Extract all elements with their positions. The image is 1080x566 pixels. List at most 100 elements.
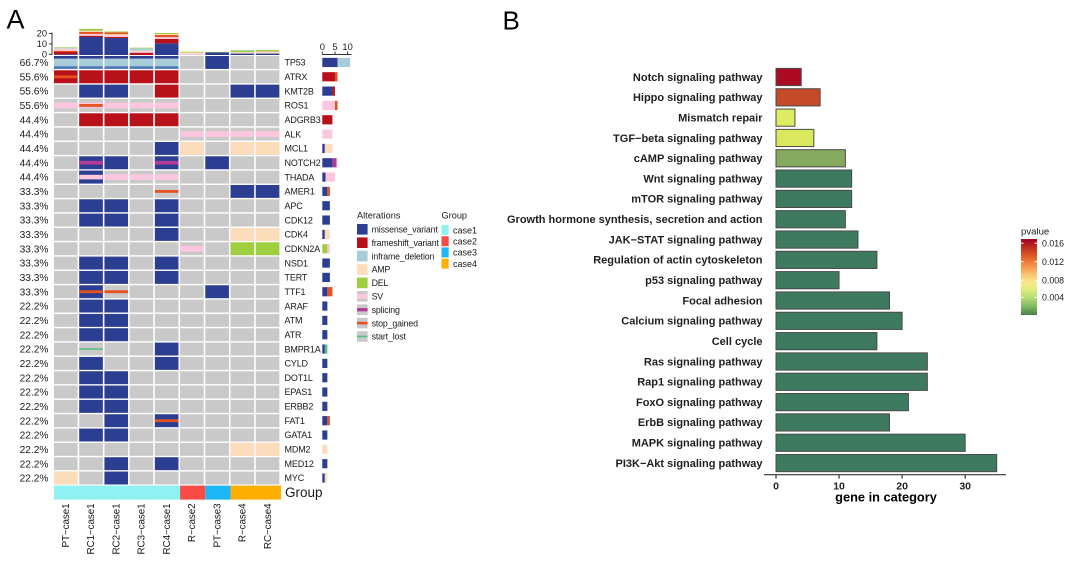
svg-text:BMPR1A: BMPR1A <box>285 344 321 354</box>
svg-text:22.2%: 22.2% <box>20 373 49 384</box>
svg-text:22.2%: 22.2% <box>20 402 49 413</box>
svg-text:ADGRB3: ADGRB3 <box>285 115 321 125</box>
svg-text:33.3%: 33.3% <box>20 287 49 298</box>
svg-text:case1: case1 <box>453 225 477 235</box>
svg-text:22.2%: 22.2% <box>20 316 49 327</box>
svg-text:p53 signaling pathway: p53 signaling pathway <box>645 275 763 287</box>
svg-text:55.6%: 55.6% <box>20 72 49 83</box>
svg-text:22.2%: 22.2% <box>20 416 49 427</box>
svg-text:mTOR signaling pathway: mTOR signaling pathway <box>631 194 763 206</box>
svg-text:JAK−STAT signaling pathway: JAK−STAT signaling pathway <box>609 234 764 246</box>
svg-text:pvalue: pvalue <box>1021 227 1049 238</box>
svg-text:EPAS1: EPAS1 <box>285 387 313 397</box>
svg-text:CDKN2A: CDKN2A <box>285 244 321 254</box>
svg-text:Growth hormone synthesis, secr: Growth hormone synthesis, secretion and … <box>507 214 763 226</box>
svg-text:22.2%: 22.2% <box>20 431 49 442</box>
svg-text:10: 10 <box>833 481 845 493</box>
svg-text:33.3%: 33.3% <box>20 187 49 198</box>
svg-text:0.012: 0.012 <box>1042 257 1064 267</box>
svg-text:case3: case3 <box>453 248 477 258</box>
svg-text:R−case4: R−case4 <box>238 503 249 542</box>
svg-text:44.4%: 44.4% <box>20 173 49 184</box>
svg-text:Group: Group <box>285 485 323 500</box>
svg-text:AMER1: AMER1 <box>285 187 315 197</box>
svg-text:Focal adhesion: Focal adhesion <box>682 295 762 307</box>
svg-text:44.4%: 44.4% <box>20 115 49 126</box>
svg-text:stop_gained: stop_gained <box>372 318 419 328</box>
svg-text:CDK4: CDK4 <box>285 230 309 240</box>
svg-text:20: 20 <box>896 481 908 493</box>
svg-text:Ras signaling pathway: Ras signaling pathway <box>644 356 763 368</box>
svg-text:inframe_deletion: inframe_deletion <box>372 251 435 261</box>
svg-text:0.008: 0.008 <box>1042 275 1064 285</box>
svg-text:Regulation of actin cytoskelet: Regulation of actin cytoskeleton <box>593 255 763 267</box>
svg-text:Group: Group <box>442 211 468 221</box>
svg-text:RC2−case1: RC2−case1 <box>111 503 122 555</box>
svg-text:0.016: 0.016 <box>1042 238 1064 248</box>
svg-text:Rap1 signaling pathway: Rap1 signaling pathway <box>637 377 763 389</box>
svg-text:FAT1: FAT1 <box>285 416 305 426</box>
svg-text:33.3%: 33.3% <box>20 201 49 212</box>
svg-text:5: 5 <box>332 42 337 52</box>
svg-text:PT−case3: PT−case3 <box>212 503 223 548</box>
svg-text:MAPK signaling pathway: MAPK signaling pathway <box>632 438 764 450</box>
svg-text:DEL: DEL <box>372 278 389 288</box>
svg-text:B: B <box>503 6 520 36</box>
svg-text:TP53: TP53 <box>285 58 306 68</box>
svg-text:20: 20 <box>37 29 47 39</box>
svg-text:TERT: TERT <box>285 273 308 283</box>
svg-text:ALK: ALK <box>285 129 302 139</box>
svg-text:ATM: ATM <box>285 316 303 326</box>
svg-text:10: 10 <box>342 42 352 52</box>
svg-text:CDK12: CDK12 <box>285 215 313 225</box>
svg-text:22.2%: 22.2% <box>20 359 49 370</box>
svg-text:22.2%: 22.2% <box>20 388 49 399</box>
svg-text:AMP: AMP <box>372 265 391 275</box>
svg-text:start_lost: start_lost <box>372 332 407 342</box>
svg-text:ATR: ATR <box>285 330 303 340</box>
svg-text:33.3%: 33.3% <box>20 244 49 255</box>
svg-text:22.2%: 22.2% <box>20 445 49 456</box>
svg-text:55.6%: 55.6% <box>20 101 49 112</box>
svg-text:Alterations: Alterations <box>357 211 401 221</box>
svg-text:TGF−beta signaling pathway: TGF−beta signaling pathway <box>613 133 763 145</box>
svg-text:gene in category: gene in category <box>835 490 938 505</box>
svg-text:0.004: 0.004 <box>1042 293 1064 303</box>
svg-text:A: A <box>7 5 25 35</box>
svg-text:case4: case4 <box>453 259 477 269</box>
svg-text:PT−case1: PT−case1 <box>61 503 72 548</box>
svg-text:Hippo signaling pathway: Hippo signaling pathway <box>633 92 763 104</box>
svg-text:22.2%: 22.2% <box>20 330 49 341</box>
svg-text:MDM2: MDM2 <box>285 445 311 455</box>
svg-text:THADA: THADA <box>285 172 315 182</box>
svg-text:33.3%: 33.3% <box>20 259 49 270</box>
svg-text:30: 30 <box>959 481 971 493</box>
svg-text:PI3K−Akt signaling pathway: PI3K−Akt signaling pathway <box>615 458 763 470</box>
svg-text:case2: case2 <box>453 237 477 247</box>
svg-text:33.3%: 33.3% <box>20 216 49 227</box>
svg-text:TTF1: TTF1 <box>285 287 306 297</box>
svg-text:ERBB2: ERBB2 <box>285 402 314 412</box>
svg-text:MCL1: MCL1 <box>285 144 309 154</box>
svg-text:66.7%: 66.7% <box>20 58 49 69</box>
svg-text:Wnt signaling pathway: Wnt signaling pathway <box>643 173 763 185</box>
svg-text:KMT2B: KMT2B <box>285 86 314 96</box>
svg-text:FoxO signaling pathway: FoxO signaling pathway <box>636 397 763 409</box>
svg-text:RC−case4: RC−case4 <box>263 503 274 549</box>
svg-text:GATA1: GATA1 <box>285 430 313 440</box>
svg-text:22.2%: 22.2% <box>20 474 49 485</box>
svg-text:Cell cycle: Cell cycle <box>712 336 763 348</box>
svg-text:DOT1L: DOT1L <box>285 373 313 383</box>
svg-text:MYC: MYC <box>285 473 305 483</box>
svg-text:55.6%: 55.6% <box>20 87 49 98</box>
svg-text:ROS1: ROS1 <box>285 101 309 111</box>
svg-text:splicing: splicing <box>372 305 400 315</box>
svg-text:22.2%: 22.2% <box>20 345 49 356</box>
svg-text:missense_variant: missense_variant <box>372 225 439 235</box>
svg-text:Calcium signaling pathway: Calcium signaling pathway <box>621 316 763 328</box>
svg-text:APC: APC <box>285 201 304 211</box>
svg-text:CYLD: CYLD <box>285 359 309 369</box>
svg-text:44.4%: 44.4% <box>20 130 49 141</box>
svg-text:44.4%: 44.4% <box>20 144 49 155</box>
svg-text:44.4%: 44.4% <box>20 158 49 169</box>
